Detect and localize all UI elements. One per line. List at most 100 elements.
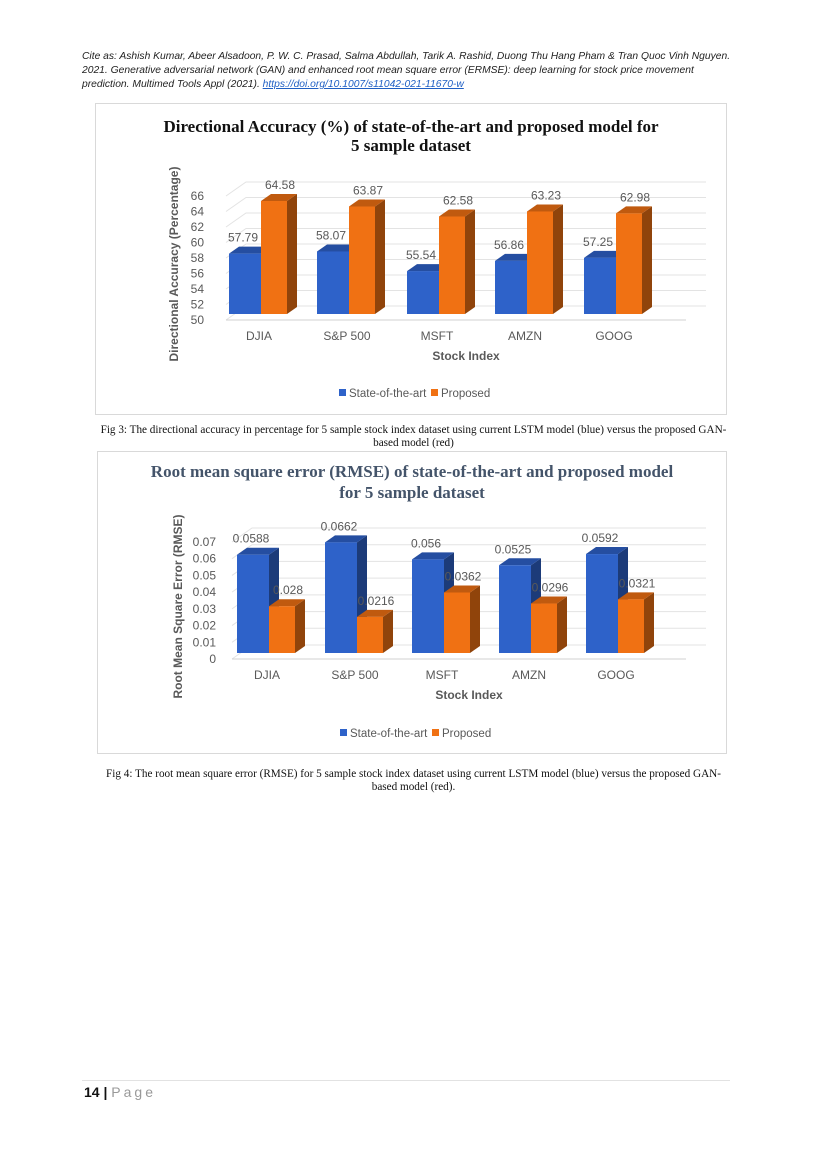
data-label: 0.0662 (321, 519, 358, 533)
data-label: 0.0216 (358, 594, 395, 608)
data-label: 56.86 (494, 238, 524, 252)
bar-top (412, 552, 454, 560)
page-number: 14 (84, 1084, 100, 1100)
legend-swatch-state-of-the-art (339, 389, 346, 396)
y-tick-label: 60 (191, 236, 205, 250)
bar-top (495, 253, 537, 261)
data-label: 0.0362 (445, 569, 482, 583)
bar-side (642, 206, 652, 314)
bar-front (261, 201, 287, 314)
bar-top (269, 599, 305, 607)
bar-top (444, 585, 480, 593)
page-footer: 14 | Page (84, 1084, 156, 1100)
bar-top (586, 547, 628, 555)
bar-top (439, 209, 475, 217)
y-tick-label: 0.06 (193, 552, 217, 566)
footer-divider (82, 1080, 730, 1081)
chart-title-line: 5 sample dataset (351, 136, 471, 155)
bar-proposed-amzn (531, 596, 567, 653)
bar-front (499, 565, 531, 653)
bar-side (644, 592, 654, 653)
bar-front (439, 216, 465, 314)
x-tick-label: MSFT (421, 329, 454, 343)
bar-state-of-the-art-msft (412, 552, 454, 653)
y-tick-label: 0.01 (193, 635, 217, 649)
data-label: 62.58 (443, 194, 473, 208)
data-label: 63.23 (531, 188, 561, 202)
legend-label-state-of-the-art: State-of-the-art (350, 728, 428, 740)
fig3-caption: Fig 3: The directional accuracy in perce… (100, 424, 727, 449)
x-tick-label: MSFT (426, 668, 459, 682)
gridline (225, 181, 706, 197)
y-tick-label: 58 (191, 251, 205, 265)
bar-top (499, 558, 541, 566)
bar-top (531, 596, 567, 604)
y-tick-label: 54 (191, 282, 205, 296)
legend-swatch-state-of-the-art (340, 729, 347, 736)
x-tick-label: DJIA (246, 329, 272, 343)
y-tick-label: 0.02 (193, 619, 217, 633)
bar-front (237, 554, 269, 653)
bar-front (495, 260, 527, 314)
x-tick-label: AMZN (508, 329, 542, 343)
legend-label-proposed: Proposed (442, 728, 491, 740)
doi-link[interactable]: https://doi.org/10.1007/s11042-021-11670… (262, 79, 464, 90)
y-tick-label: 66 (191, 189, 205, 203)
bar-proposed-goog (616, 206, 652, 314)
data-label: 0.0588 (233, 532, 270, 546)
y-tick-label: 0 (209, 652, 216, 666)
bar-side (375, 199, 385, 314)
y-tick-label: 52 (191, 298, 205, 312)
y-tick-label: 0.07 (193, 535, 217, 549)
bar-side (465, 209, 475, 314)
bar-proposed-msft (439, 209, 475, 314)
chart-title: Directional Accuracy (%) of state-of-the… (163, 117, 659, 155)
data-label: 57.25 (583, 235, 613, 249)
legend-swatch-proposed (431, 389, 438, 396)
gridline (225, 197, 706, 212)
data-label: 62.98 (620, 190, 650, 204)
data-label: 0.0296 (532, 581, 569, 595)
bar-side (470, 585, 480, 653)
chart-svg: Directional Accuracy (%) of state-of-the… (163, 117, 706, 400)
x-tick-label: DJIA (254, 668, 280, 682)
legend-label-proposed: Proposed (441, 388, 490, 400)
bar-state-of-the-art-goog (586, 547, 628, 653)
bar-top (229, 246, 271, 254)
x-tick-label: GOOG (597, 668, 634, 682)
y-axis-title: Root Mean Square Error (RMSE) (171, 514, 185, 698)
y-tick-label: 0.05 (193, 568, 217, 582)
data-label: 57.79 (228, 231, 258, 245)
bar-top (349, 199, 385, 207)
bar-front (317, 251, 349, 314)
x-tick-label: S&P 500 (323, 329, 370, 343)
bar-proposed-sp500 (349, 199, 385, 314)
y-tick-label: 0.04 (193, 585, 217, 599)
bar-side (383, 609, 393, 653)
x-tick-label: GOOG (595, 329, 632, 343)
bar-front (584, 257, 616, 314)
y-tick-label: 62 (191, 220, 205, 234)
bar-side (553, 204, 563, 314)
bar-top (584, 250, 626, 258)
chart-title-line: Directional Accuracy (%) of state-of-the… (163, 117, 659, 136)
bar-front (616, 213, 642, 314)
bar-top (237, 547, 279, 555)
fig4-caption: Fig 4: The root mean square error (RMSE)… (106, 768, 721, 793)
bar-front (444, 592, 470, 653)
bar-top (261, 194, 297, 202)
data-label: 64.58 (265, 178, 295, 192)
legend-label-state-of-the-art: State-of-the-art (349, 388, 427, 400)
bar-top (325, 535, 367, 543)
x-axis-title: Stock Index (432, 349, 500, 363)
data-label: 0.0592 (582, 531, 619, 545)
bar-top (618, 592, 654, 600)
bar-proposed-amzn (527, 204, 563, 314)
footer-separator: | (103, 1084, 108, 1100)
citation: Cite as: Ashish Kumar, Abeer Alsadoon, P… (82, 50, 742, 92)
y-tick-label: 56 (191, 267, 205, 281)
bar-state-of-the-art-sp500 (325, 535, 367, 653)
gridline (231, 527, 706, 543)
bar-side (287, 194, 297, 314)
